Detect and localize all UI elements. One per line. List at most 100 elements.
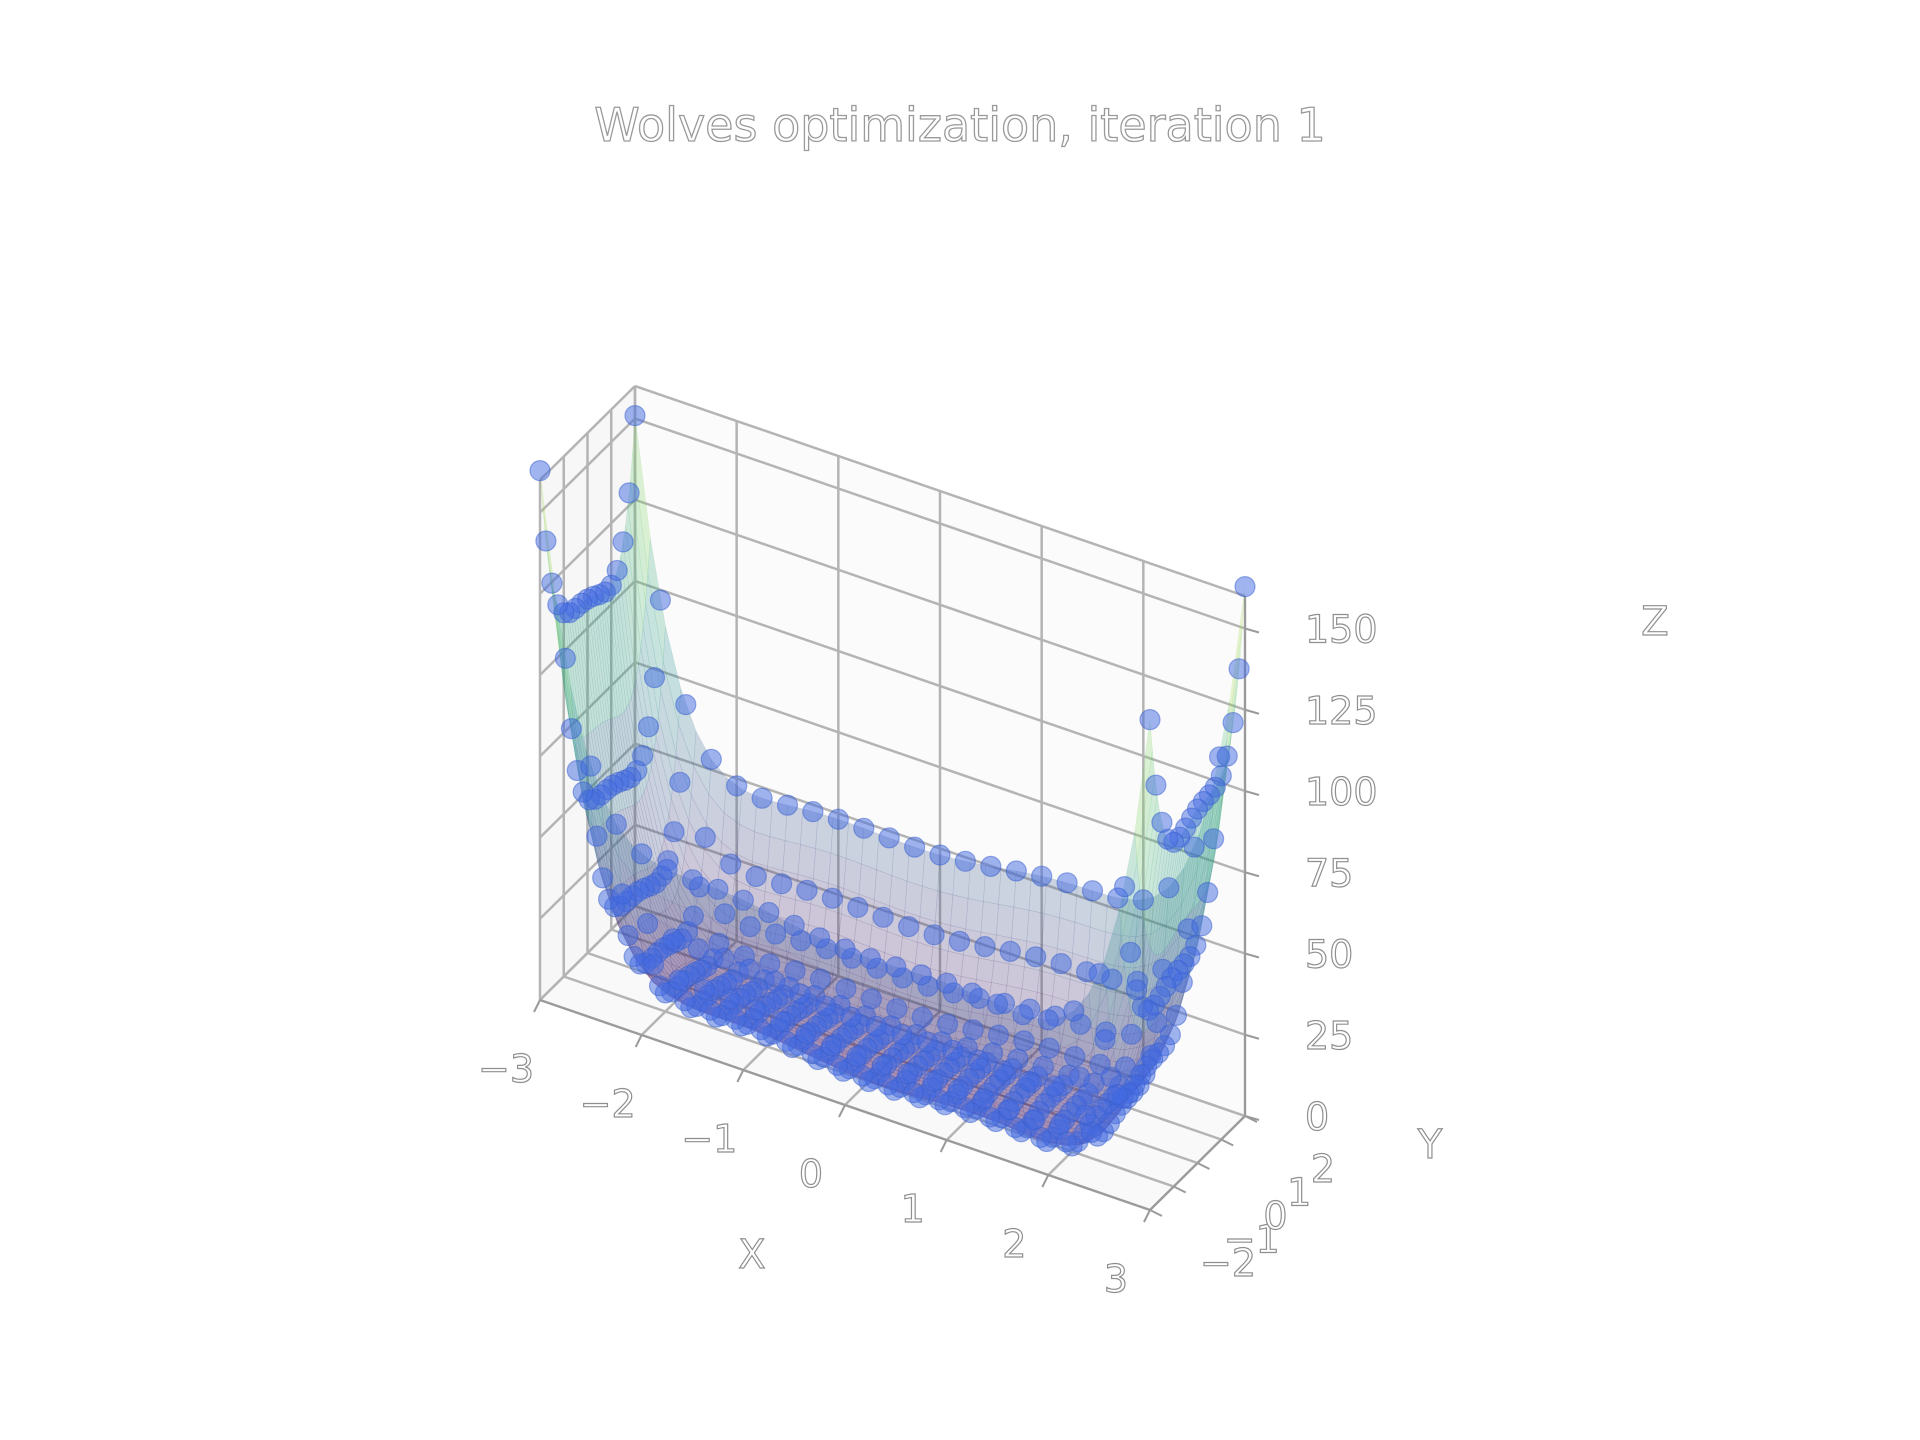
surface-patch [812, 848, 832, 884]
wolf-point [853, 817, 875, 839]
wolf-point [1222, 711, 1244, 734]
wolf-point [897, 915, 920, 938]
grid-line-z-side [539, 661, 636, 758]
surface-patch [721, 812, 740, 855]
wolf-point [758, 901, 780, 924]
wolf-point [642, 954, 665, 976]
surface-patch [877, 984, 896, 1003]
surface-patch [953, 1008, 972, 1025]
y-tick-mark [1173, 1185, 1187, 1194]
wolf-point [954, 850, 977, 872]
y-tick-label: −1 [1224, 1218, 1280, 1262]
x-tick-label: 0 [799, 1152, 823, 1196]
surface-patch [945, 950, 964, 977]
surface-patch [782, 840, 801, 875]
wolf-point [962, 1019, 984, 1041]
surface-patch [975, 957, 995, 983]
wolf-point [897, 1063, 919, 1085]
wolf-point [789, 983, 811, 1005]
wolf-point [947, 1078, 970, 1100]
wolf-point [986, 993, 1009, 1015]
wolf-point [1125, 979, 1148, 1001]
wolf-point [865, 1015, 888, 1038]
surface-patch [838, 913, 857, 942]
z-tick-label: 0 [1305, 1095, 1329, 1139]
wolf-point [802, 800, 824, 823]
wolf-point [668, 969, 690, 991]
wolf-point [1132, 889, 1154, 911]
surface-patch [843, 857, 862, 895]
wolf-point [1081, 880, 1104, 902]
grid-line-z-back [634, 579, 1246, 793]
wolf-point [1069, 1066, 1091, 1088]
wolf-point [916, 1031, 938, 1053]
wolves-scatter [529, 405, 1256, 1157]
surface-patch [1134, 719, 1153, 862]
y-tick-mark [1197, 1162, 1210, 1170]
x-tick-label: 1 [901, 1187, 925, 1231]
x-tick-label: −3 [478, 1047, 534, 1091]
wolf-point [1191, 915, 1213, 937]
surface-patch [643, 784, 663, 856]
wolf-point [694, 826, 716, 849]
wolf-point [649, 589, 672, 611]
wolf-point [687, 938, 710, 960]
wolf-point [662, 928, 684, 950]
wolf-point [801, 1042, 823, 1065]
wolf-point [624, 405, 646, 427]
surface-patch [706, 793, 725, 844]
wolf-point [998, 1098, 1021, 1121]
wolf-point [973, 1088, 995, 1110]
wolf-point [1056, 872, 1078, 894]
wolf-point [1228, 658, 1250, 680]
wolf-point [776, 794, 799, 816]
wolf-point [631, 843, 653, 865]
wolf-point [1094, 1028, 1116, 1051]
x-tick-mark [1041, 1174, 1050, 1188]
wolf-point [775, 1030, 798, 1052]
wolf-point [547, 594, 569, 616]
wolf-point [637, 716, 660, 738]
wolf-point [700, 748, 722, 771]
wolf-point [580, 755, 602, 777]
x-tick-mark [533, 999, 541, 1013]
y-tick-label: −2 [1200, 1241, 1256, 1285]
wolf-point [987, 1024, 1010, 1046]
wolf-point [1050, 952, 1072, 975]
wolf-point [764, 970, 786, 992]
surface-patch [889, 875, 908, 912]
x-tick-label: −2 [580, 1082, 636, 1126]
wolf-point [1100, 1066, 1122, 1088]
surface-patch [622, 525, 642, 665]
wolf-point [739, 915, 761, 938]
wolf-point [572, 781, 594, 803]
wolf-point [732, 889, 754, 911]
surface-patch [615, 823, 635, 878]
wolf-point [529, 460, 551, 482]
wolf-point [693, 979, 716, 1001]
grid-line-z-side [539, 823, 636, 920]
chart-title: Wolves optimization, iteration 1 [594, 97, 1327, 152]
surface-patch [751, 831, 771, 868]
wolf-point [541, 572, 563, 594]
wolf-point [992, 1060, 1015, 1082]
wolf-point [948, 930, 971, 952]
wolf-point [681, 869, 704, 891]
wolf-point [535, 530, 557, 552]
wolf-point [847, 896, 869, 919]
wolf-point [1151, 811, 1173, 834]
surface-patch [1021, 966, 1040, 993]
z-tick-mark [1244, 627, 1260, 634]
pane-edge [634, 384, 1246, 598]
wolf-point [750, 1018, 772, 1041]
wolf-point [636, 912, 659, 935]
wolf-point [1165, 1004, 1188, 1027]
wolf-point [878, 827, 900, 849]
wolf-point [967, 1049, 989, 1071]
wolf-point [903, 836, 926, 858]
y-tick-mark [1149, 1209, 1163, 1217]
grid-line-z-side [539, 905, 636, 1001]
surface-patch [1148, 923, 1167, 966]
